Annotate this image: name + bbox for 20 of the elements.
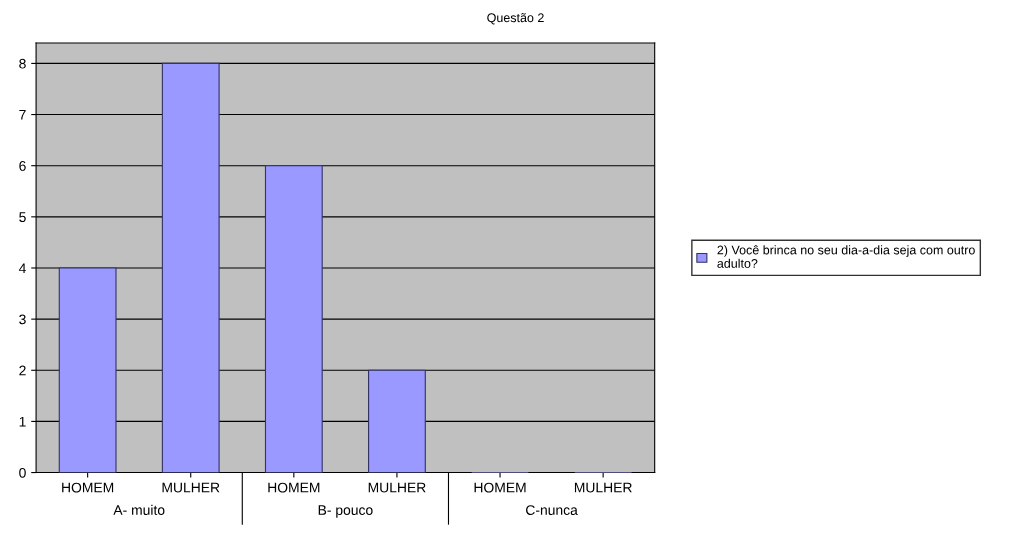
y-tick-label: 3	[19, 314, 26, 325]
x-tick-label: MULHER	[574, 482, 632, 493]
y-tick-label: 5	[19, 212, 26, 223]
y-tick-label: 7	[19, 110, 26, 120]
x-tick-label: HOMEM	[62, 482, 114, 493]
x-tick-label: HOMEM	[268, 482, 320, 493]
text: A- muito	[113, 504, 165, 515]
x-tick-label: HOMEM	[474, 482, 526, 493]
x-tick-label: MULHER	[368, 482, 426, 493]
y-tick-label: 6	[19, 161, 26, 171]
chart-title: Questão 2	[487, 13, 544, 25]
y-tick-label: 8	[19, 58, 26, 69]
x-tick-label: MULHER	[162, 482, 220, 493]
y-tick-label: 4	[18, 263, 26, 274]
y-tick-label: 0	[19, 467, 26, 478]
legend-label: 2) Você brinca no seu dia-a-dia seja com outro adulto?	[717, 245, 975, 268]
y-tick-label: 2	[19, 365, 26, 376]
text: B- pouco	[318, 505, 373, 518]
text: C-nunca	[526, 505, 578, 515]
y-tick-label: 1	[19, 416, 26, 427]
